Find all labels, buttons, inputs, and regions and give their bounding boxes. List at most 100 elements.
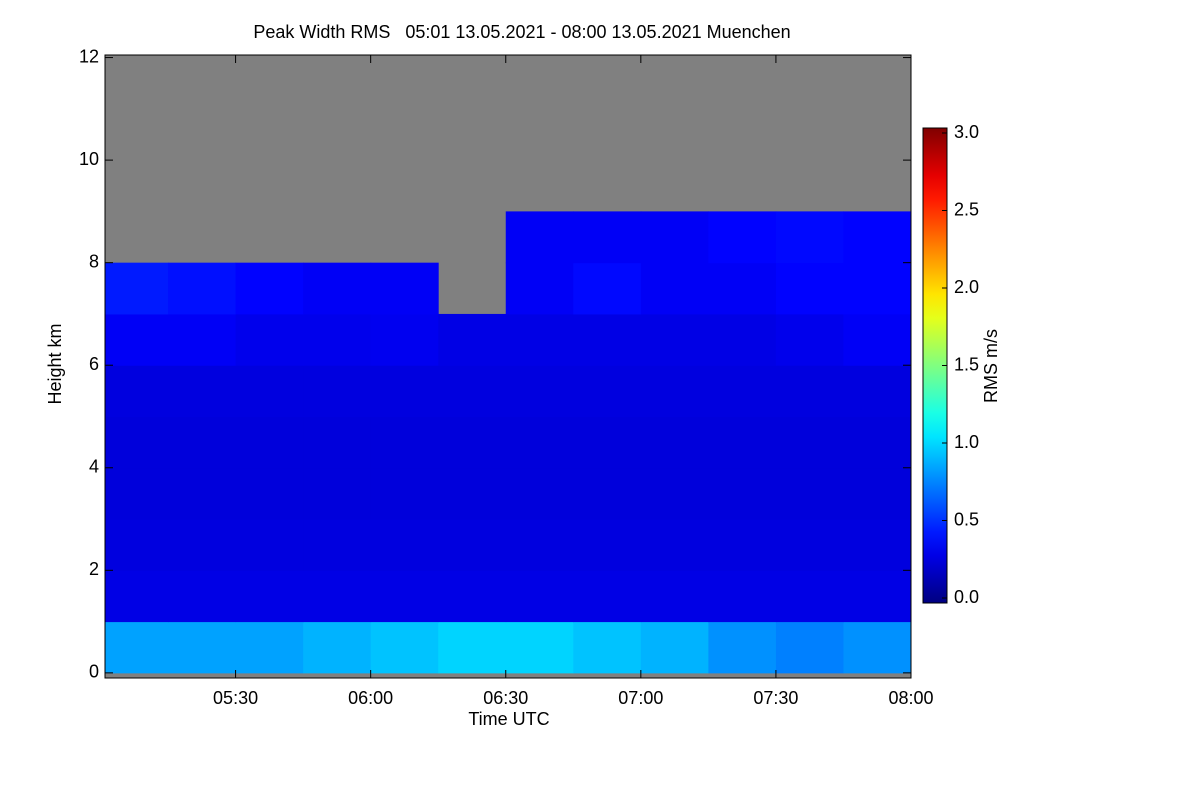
heatmap-cell bbox=[370, 467, 439, 520]
heatmap-cell bbox=[168, 519, 237, 571]
heatmap-cell bbox=[573, 262, 642, 315]
heatmap-cell bbox=[505, 467, 574, 520]
heatmap-cell bbox=[843, 211, 912, 264]
heatmap-cell bbox=[775, 262, 844, 315]
heatmap-cell bbox=[438, 365, 507, 417]
heatmap-cell bbox=[303, 570, 372, 623]
heatmap-cell bbox=[168, 262, 237, 315]
heatmap-cell bbox=[573, 570, 642, 623]
heatmap-cell bbox=[573, 211, 642, 264]
y-tick-label: 8 bbox=[89, 251, 99, 271]
heatmap-cell bbox=[640, 365, 709, 417]
heatmap-cell bbox=[505, 262, 574, 315]
heatmap-cell bbox=[370, 262, 439, 315]
heatmap-cell bbox=[505, 365, 574, 417]
heatmap-cell bbox=[573, 621, 642, 674]
heatmap-cell bbox=[370, 313, 439, 366]
heatmap-cell bbox=[438, 416, 507, 469]
x-axis-label: Time UTC bbox=[468, 709, 549, 729]
heatmap-cell bbox=[775, 313, 844, 366]
heatmap-cell bbox=[775, 467, 844, 520]
heatmap-cell bbox=[168, 467, 237, 520]
heatmap-cell bbox=[843, 621, 912, 674]
heatmap-cell bbox=[708, 519, 777, 571]
y-axis-label: Height km bbox=[45, 323, 65, 404]
heatmap-cell bbox=[105, 262, 169, 315]
heatmap-cell bbox=[303, 416, 372, 469]
heatmap-cell bbox=[235, 313, 304, 366]
heatmap-cell bbox=[438, 570, 507, 623]
heatmap-cell bbox=[775, 621, 844, 674]
heatmap-cell bbox=[168, 313, 237, 366]
heatmap-cell bbox=[573, 467, 642, 520]
y-tick-label: 6 bbox=[89, 354, 99, 374]
heatmap-cell bbox=[640, 262, 709, 315]
heatmap-cell bbox=[505, 416, 574, 469]
plot-frame bbox=[104, 54, 912, 679]
heatmap-cell bbox=[235, 416, 304, 469]
heatmap-cell bbox=[775, 570, 844, 623]
heatmap-cell bbox=[708, 416, 777, 469]
heatmap-cell bbox=[235, 519, 304, 571]
heatmap-cell bbox=[303, 262, 372, 315]
heatmap-cell bbox=[370, 365, 439, 417]
heatmap-cell bbox=[843, 416, 912, 469]
heatmap-cell bbox=[708, 211, 777, 264]
heatmap-cell bbox=[370, 416, 439, 469]
heatmap-cell bbox=[573, 365, 642, 417]
heatmap-cell bbox=[438, 313, 507, 366]
heatmap-cell bbox=[843, 519, 912, 571]
heatmap-cell bbox=[505, 519, 574, 571]
heatmap-cell bbox=[370, 570, 439, 623]
heatmap-cell bbox=[708, 570, 777, 623]
heatmap-cell bbox=[640, 467, 709, 520]
x-tick-label: 06:00 bbox=[348, 688, 393, 708]
x-tick-label: 05:30 bbox=[213, 688, 258, 708]
heatmap-cell bbox=[843, 262, 912, 315]
heatmap-cell bbox=[105, 365, 169, 417]
heatmap-cell bbox=[640, 313, 709, 366]
heatmap-cell bbox=[573, 313, 642, 366]
heatmap-cell bbox=[505, 313, 574, 366]
heatmap-cell bbox=[105, 416, 169, 469]
heatmap-cell bbox=[640, 519, 709, 571]
heatmap-cell bbox=[370, 519, 439, 571]
heatmap-cell bbox=[105, 621, 169, 674]
x-tick-label: 08:00 bbox=[888, 688, 933, 708]
heatmap-cell bbox=[235, 467, 304, 520]
heatmap-cell bbox=[168, 570, 237, 623]
heatmap-cell bbox=[505, 211, 574, 264]
x-tick-label: 07:00 bbox=[618, 688, 663, 708]
colorbar-tick-label: 2.5 bbox=[954, 199, 979, 219]
x-tick-label: 06:30 bbox=[483, 688, 528, 708]
heatmap-cell bbox=[235, 365, 304, 417]
heatmap-cell bbox=[505, 621, 574, 674]
heatmap-cell bbox=[303, 467, 372, 520]
y-tick-label: 2 bbox=[89, 559, 99, 579]
heatmap-cell bbox=[303, 365, 372, 417]
heatmap-cell bbox=[708, 467, 777, 520]
heatmap-cell bbox=[105, 467, 169, 520]
heatmap-cell bbox=[640, 416, 709, 469]
y-tick-label: 10 bbox=[79, 149, 99, 169]
heatmap-cell bbox=[775, 416, 844, 469]
heatmap-cell bbox=[303, 519, 372, 571]
heatmap-cell bbox=[168, 416, 237, 469]
colorbar-tick-label: 2.0 bbox=[954, 277, 979, 297]
heatmap-cell bbox=[105, 519, 169, 571]
heatmap-cell bbox=[303, 621, 372, 674]
heatmap-cell bbox=[105, 313, 169, 366]
heatmap-cell bbox=[708, 262, 777, 315]
heatmap-cell bbox=[370, 621, 439, 674]
heatmap-cell bbox=[843, 570, 912, 623]
heatmap-cell bbox=[640, 621, 709, 674]
heatmap-cell bbox=[168, 621, 237, 674]
heatmap-cell bbox=[235, 262, 304, 315]
heatmap-cell bbox=[235, 570, 304, 623]
heatmap-cell bbox=[843, 467, 912, 520]
heatmap-cell bbox=[843, 365, 912, 417]
heatmap-cell bbox=[640, 570, 709, 623]
x-tick-label: 07:30 bbox=[753, 688, 798, 708]
heatmap-cell bbox=[775, 211, 844, 264]
heatmap-cell bbox=[303, 313, 372, 366]
